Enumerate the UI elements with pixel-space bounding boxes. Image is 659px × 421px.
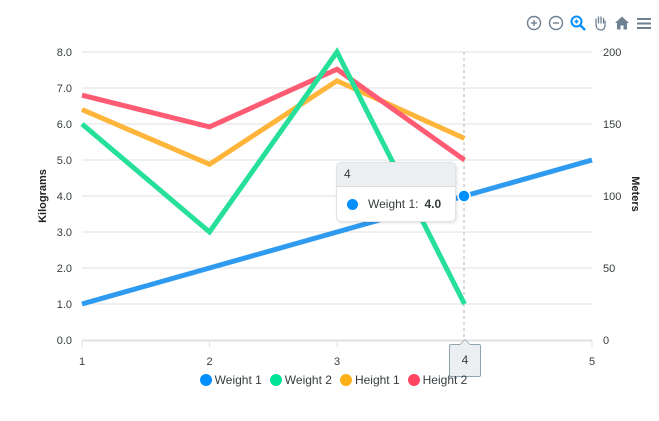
- zoom-out-button[interactable]: [547, 14, 565, 32]
- legend: Weight 1 Weight 2 Height 1 Height 2: [0, 373, 659, 387]
- x-tick-label: 3: [334, 356, 340, 368]
- reset-home-icon: [615, 16, 629, 30]
- selection-zoom-button[interactable]: [569, 14, 587, 32]
- hover-marker: [457, 189, 471, 203]
- y-right-tick-label: 200: [603, 47, 621, 59]
- legend-label: Height 1: [354, 373, 400, 387]
- legend-item-height-2[interactable]: Height 2: [407, 373, 468, 387]
- y-tick-label: 7.0: [57, 83, 72, 95]
- y-right-tick-label: 100: [603, 191, 621, 203]
- series-line-height-2[interactable]: [81, 66, 466, 163]
- legend-item-weight-2[interactable]: Weight 2: [269, 373, 332, 387]
- y-tick-label: 6.0: [57, 119, 72, 131]
- x-tick-label: 1: [79, 356, 85, 368]
- menu-button[interactable]: [635, 14, 653, 32]
- legend-item-weight-1[interactable]: Weight 1: [199, 373, 262, 387]
- tooltip-title: 4: [337, 163, 455, 187]
- pan-button[interactable]: [591, 14, 609, 32]
- x-tick-label: 5: [589, 356, 595, 368]
- selection-zoom-icon: [570, 15, 586, 31]
- y-axis-right: 0 50 100 150 200: [603, 47, 621, 347]
- tooltip-series-name: Weight 1:: [368, 197, 419, 211]
- pan-hand-icon: [595, 16, 606, 31]
- reset-zoom-button[interactable]: [613, 14, 631, 32]
- x-axis: 12345: [79, 340, 595, 368]
- y-axis-right-title: Meters: [629, 176, 641, 211]
- zoom-in-icon: [526, 15, 542, 31]
- legend-marker-icon: [269, 374, 282, 386]
- legend-marker-icon: [199, 374, 212, 386]
- chart-toolbar: [525, 14, 653, 32]
- y-tick-label: 5.0: [57, 155, 72, 167]
- y-tick-label: 4.0: [57, 191, 72, 203]
- y-right-tick-label: 50: [603, 263, 615, 275]
- series-line-height-1[interactable]: [81, 77, 466, 168]
- x-axis-tooltip: 4: [449, 339, 481, 377]
- y-tick-label: 2.0: [57, 263, 72, 275]
- data-tooltip: 4 Weight 1: 4.0: [336, 162, 456, 222]
- tooltip-value: 4.0: [424, 197, 442, 211]
- tooltip-marker-icon: [347, 198, 358, 210]
- y-tick-label: 1.0: [57, 299, 72, 311]
- y-axis-left-title: Kilograms: [37, 169, 49, 223]
- x-tick-label: 2: [206, 356, 212, 368]
- legend-item-height-1[interactable]: Height 1: [339, 373, 400, 387]
- y-tick-label: 8.0: [57, 47, 72, 59]
- y-tick-label: 3.0: [57, 227, 72, 239]
- legend-marker-icon: [407, 374, 420, 386]
- y-tick-label: 0.0: [57, 335, 72, 347]
- y-right-tick-label: 150: [603, 119, 621, 131]
- zoom-out-icon: [548, 15, 564, 31]
- y-axis-left: 0.0 1.0 2.0 3.0 4.0 5.0 6.0 7.0 8.0: [57, 47, 72, 347]
- legend-marker-icon: [339, 374, 352, 386]
- tooltip-series-row: Weight 1: 4.0: [337, 187, 455, 221]
- legend-label: Height 2: [422, 373, 468, 387]
- menu-icon: [637, 18, 651, 29]
- y-right-tick-label: 0: [603, 335, 609, 347]
- legend-label: Weight 2: [284, 373, 332, 387]
- zoom-in-button[interactable]: [525, 14, 543, 32]
- legend-label: Weight 1: [214, 373, 262, 387]
- series-line-weight-1[interactable]: [81, 157, 593, 307]
